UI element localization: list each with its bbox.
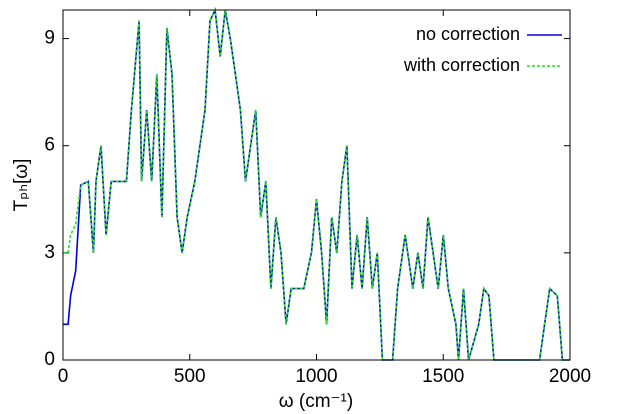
- y-tick-label: 0: [44, 349, 55, 370]
- legend-label: no correction: [416, 24, 520, 44]
- x-axis-label: ω (cm⁻¹): [279, 391, 353, 412]
- legend: no correction with correction: [403, 24, 562, 75]
- y-axis-label: Tₚₕ[ω]: [11, 159, 32, 212]
- x-tick-label: 2000: [549, 366, 591, 387]
- y-tick-label: 6: [44, 135, 55, 156]
- x-tick-label: 0: [58, 366, 69, 387]
- y-tick-label: 3: [44, 242, 55, 263]
- plot-frame: [62, 9, 571, 361]
- data-line: [63, 7, 570, 361]
- x-tick-label: 500: [174, 366, 206, 387]
- x-tick-label: 1000: [295, 366, 337, 387]
- y-tick-label: 9: [44, 28, 55, 49]
- legend-label: with correction: [403, 55, 520, 75]
- x-tick-label: 1500: [422, 366, 464, 387]
